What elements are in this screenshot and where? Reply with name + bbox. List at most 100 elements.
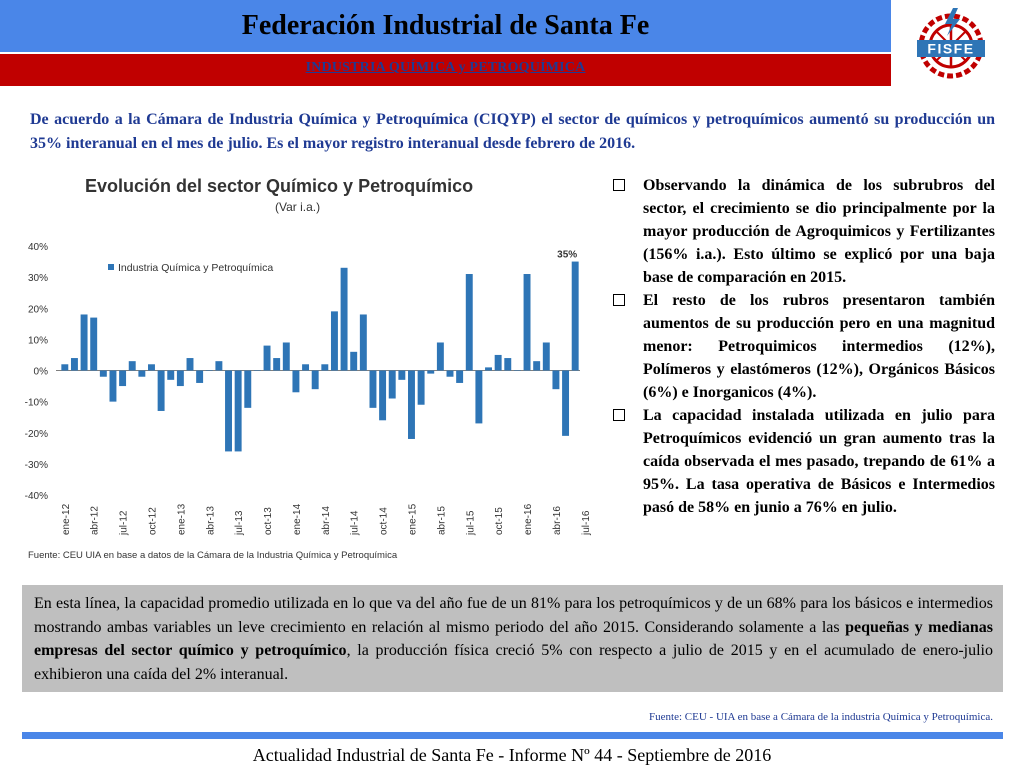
chart-bar bbox=[456, 370, 464, 383]
chart-bar bbox=[109, 370, 117, 402]
chart-bar bbox=[504, 358, 512, 371]
chart-bar bbox=[90, 317, 98, 371]
checkbox-bullet-icon bbox=[613, 409, 625, 421]
chart-bar bbox=[571, 261, 579, 371]
chart-bar bbox=[80, 314, 88, 371]
summary-text-2: , la producción física creció 5% con res… bbox=[34, 642, 993, 683]
page-title: Federación Industrial de Santa Fe bbox=[241, 10, 650, 41]
bullet-text: Observando la dinámica de los subrubros … bbox=[643, 177, 995, 286]
chart-title: Evolución del sector Químico y Petroquím… bbox=[85, 176, 473, 196]
x-tick-label: oct-13 bbox=[263, 507, 274, 535]
summary-box: En esta línea, la capacidad promedio uti… bbox=[22, 585, 1003, 692]
checkbox-bullet-icon bbox=[613, 294, 625, 306]
chart-bar bbox=[253, 370, 261, 371]
chart-bar bbox=[513, 370, 521, 371]
footer-divider bbox=[22, 732, 1003, 739]
chart-bar bbox=[523, 274, 531, 371]
y-tick-label: 20% bbox=[28, 304, 48, 315]
x-tick-label: oct-15 bbox=[494, 507, 505, 535]
chart-bar bbox=[379, 370, 387, 421]
legend-label: Industria Química y Petroquímica bbox=[118, 262, 273, 274]
chart-bar bbox=[311, 370, 319, 390]
chart-bar bbox=[408, 370, 415, 439]
chart-bar bbox=[436, 342, 444, 371]
chart-bar bbox=[475, 370, 483, 424]
x-tick-label: abr-12 bbox=[90, 506, 101, 535]
chart-bar bbox=[321, 364, 329, 371]
x-tick-label: oct-14 bbox=[379, 507, 390, 535]
bullet-text: La capacidad instalada utilizada en juli… bbox=[643, 407, 995, 516]
chart-bar bbox=[562, 370, 570, 436]
chart-bar bbox=[369, 370, 377, 408]
x-tick-label: ene-15 bbox=[407, 503, 418, 535]
x-tick-label: jul-13 bbox=[234, 510, 245, 536]
chart-bar bbox=[340, 267, 348, 371]
x-tick-label: abr-16 bbox=[552, 506, 563, 535]
chart-bar bbox=[552, 370, 560, 390]
legend-swatch bbox=[108, 264, 114, 270]
x-tick-label: jul-16 bbox=[581, 510, 592, 536]
chart-bar bbox=[427, 370, 435, 374]
chart-bar bbox=[359, 314, 367, 371]
fisfe-logo-icon: FISFE bbox=[917, 8, 985, 79]
intro-paragraph: De acuerdo a la Cámara de Industria Quím… bbox=[30, 111, 995, 152]
logo-text: FISFE bbox=[927, 41, 974, 57]
chart-bar bbox=[167, 370, 175, 380]
x-tick-label: abr-14 bbox=[321, 506, 332, 535]
chart-bar bbox=[205, 370, 213, 371]
chart-bar bbox=[99, 370, 107, 377]
chart-bar bbox=[119, 370, 127, 387]
chart-bar bbox=[225, 370, 232, 452]
chart-bar bbox=[138, 370, 146, 377]
x-tick-label: jul-14 bbox=[350, 510, 361, 536]
chart-bar bbox=[273, 358, 281, 371]
chart-bar bbox=[61, 364, 69, 371]
x-tick-label: jul-15 bbox=[465, 510, 476, 536]
chart-bar bbox=[465, 274, 473, 371]
annotation-label: 35% bbox=[557, 250, 577, 261]
x-tick-label: oct-12 bbox=[147, 507, 158, 535]
x-tick-label: abr-13 bbox=[205, 506, 216, 535]
summary-bold: pequeñas y medianas empresas del sector … bbox=[34, 618, 994, 660]
bullet-text: El resto de los rubros presentaron tambi… bbox=[643, 292, 995, 401]
y-tick-label: -30% bbox=[25, 460, 48, 471]
chart-bar bbox=[330, 311, 338, 371]
chart-bar bbox=[70, 358, 78, 371]
chart-bar bbox=[263, 345, 271, 371]
page-footer: Actualidad Industrial de Santa Fe - Info… bbox=[252, 745, 772, 765]
chart-bar bbox=[398, 370, 406, 380]
chart-bar bbox=[542, 342, 550, 371]
summary-text-1: En esta línea, la capacidad promedio uti… bbox=[34, 595, 993, 636]
y-tick-label: -20% bbox=[25, 429, 48, 440]
chart-bar bbox=[186, 358, 194, 371]
chart-bar bbox=[148, 364, 155, 371]
chart-bar bbox=[388, 370, 396, 399]
chart-bar bbox=[494, 354, 502, 371]
y-tick-label: -40% bbox=[25, 491, 48, 502]
y-tick-label: 0% bbox=[34, 367, 49, 378]
bullet-item: Observando la dinámica de los subrubros … bbox=[610, 174, 995, 289]
header-bar bbox=[0, 0, 891, 52]
x-tick-label: abr-15 bbox=[436, 506, 447, 535]
chart-bar bbox=[128, 361, 136, 371]
source-note: Fuente: CEU - UIA en base a Cámara de la… bbox=[649, 711, 993, 723]
y-tick-label: 10% bbox=[28, 335, 48, 346]
chart-bar bbox=[215, 361, 223, 371]
chart-bar bbox=[234, 370, 242, 452]
chart-bar bbox=[157, 370, 165, 411]
checkbox-bullet-icon bbox=[613, 179, 625, 191]
x-tick-label: ene-12 bbox=[61, 503, 72, 535]
bullet-item: La capacidad instalada utilizada en juli… bbox=[610, 404, 995, 519]
chart-bar bbox=[292, 370, 300, 393]
fisfe-logo: FISFE bbox=[905, 6, 997, 84]
chart-bar bbox=[282, 342, 290, 371]
chart-bar bbox=[176, 370, 184, 387]
chart-bar bbox=[350, 351, 358, 371]
section-subtitle: INDUSTRIA QUÍMICA y PETROQUÍMICA bbox=[305, 60, 586, 75]
y-tick-label: -10% bbox=[25, 398, 48, 409]
bullet-list: Observando la dinámica de los subrubros … bbox=[610, 174, 995, 519]
x-tick-label: ene-16 bbox=[523, 503, 534, 535]
chart-subtitle: (Var i.a.) bbox=[275, 200, 320, 214]
x-tick-label: ene-14 bbox=[292, 503, 303, 535]
chart-bar bbox=[417, 370, 425, 405]
